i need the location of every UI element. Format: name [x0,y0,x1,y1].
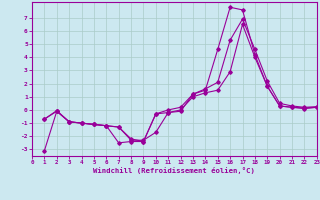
X-axis label: Windchill (Refroidissement éolien,°C): Windchill (Refroidissement éolien,°C) [93,167,255,174]
